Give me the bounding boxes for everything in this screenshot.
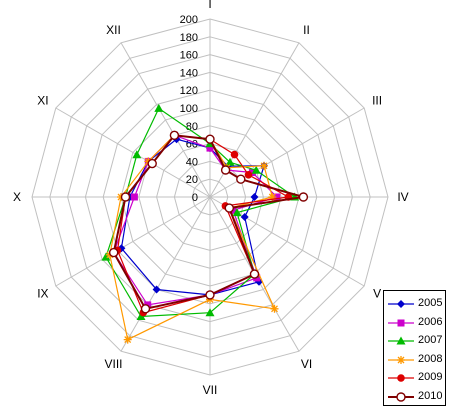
data-point [232,208,242,217]
data-point [136,312,146,320]
data-point [236,174,246,184]
category-label: VIII [104,357,122,371]
legend-entry: 2006 [384,314,447,331]
radial-tick-label: 60 [186,139,198,151]
legend-label: 2009 [418,371,443,383]
data-point [298,192,309,202]
data-point [270,304,279,313]
legend-entry: 2009 [384,369,447,386]
category-label: VII [203,383,218,397]
data-point [273,193,281,201]
data-point [396,336,406,345]
data-point [397,355,405,364]
category-label: V [373,287,381,301]
legend-label: 2010 [418,389,443,402]
legend-entry: 2010 [384,388,447,405]
data-point [101,252,111,261]
data-point [154,103,164,112]
legend-entry: 2008 [384,351,447,368]
data-point [248,169,256,176]
data-point [260,161,268,170]
radial-tick-label: 200 [180,14,198,26]
legend-entry: 2005 [384,295,447,312]
radar-grid [31,18,389,376]
data-point [140,304,151,314]
legend: 2005 2006 2007 2008 2009 2010 [383,290,446,406]
category-label: IX [37,287,48,301]
data-point [130,193,138,201]
data-point [225,157,235,166]
series-line [105,107,296,318]
data-point [397,374,405,382]
data-point [224,203,235,213]
data-point [251,165,261,174]
data-point [123,335,132,344]
data-point [396,391,406,402]
grid-spoke [55,107,211,198]
legend-label: 2007 [418,334,443,346]
data-point [147,158,157,169]
category-label: II [303,23,310,37]
radial-tick-label: 160 [180,50,198,62]
data-point [240,213,249,221]
category-label: III [372,94,382,108]
data-point [108,247,119,258]
radial-tick-labels: 0 20 40 60 80 100 120 140 160 180 200 [180,14,198,204]
category-label: VI [301,357,312,371]
series-layer [101,103,309,344]
grid-spoke [120,42,211,198]
data-point [268,193,277,201]
data-point [120,192,131,202]
grid-spoke [209,107,365,198]
category-label: IV [397,190,408,204]
legend-swatch [388,319,414,326]
data-point [152,285,161,294]
category-label: XI [37,94,48,108]
radial-tick-label: 180 [180,32,198,44]
legend-label: 2008 [418,352,443,365]
radial-tick-label: 80 [186,121,198,133]
data-point [250,193,259,201]
data-point [169,130,180,141]
radial-tick-label: 0 [192,192,198,204]
legend-swatch [388,300,414,308]
radial-tick-label: 100 [180,103,198,115]
data-point [397,300,405,308]
data-point [206,144,214,152]
data-point [205,290,215,300]
legend-label: 2006 [418,315,443,328]
category-label: I [208,0,211,11]
data-point [249,269,260,279]
grid-spoke [120,196,211,352]
legend-swatch [388,336,414,345]
legend-entry: 2007 [384,332,447,349]
data-point [205,308,215,317]
category-label: X [13,190,21,204]
legend-swatch [388,374,414,382]
series-line [116,134,291,314]
radial-tick-label: 20 [186,174,198,186]
category-label: XII [106,23,121,37]
series-2010 [108,130,309,314]
radial-tick-label: 40 [186,156,198,168]
radial-tick-label: 120 [180,85,198,97]
legend-swatch [388,391,414,402]
data-point [230,150,239,159]
data-point [205,134,215,144]
data-point [244,171,253,179]
legend-label: 2005 [418,297,443,309]
radial-tick-label: 140 [180,67,198,79]
data-point [397,319,405,326]
grid-spoke [55,196,211,287]
data-point [132,150,142,159]
data-point [220,165,231,175]
legend-swatch [388,355,414,364]
